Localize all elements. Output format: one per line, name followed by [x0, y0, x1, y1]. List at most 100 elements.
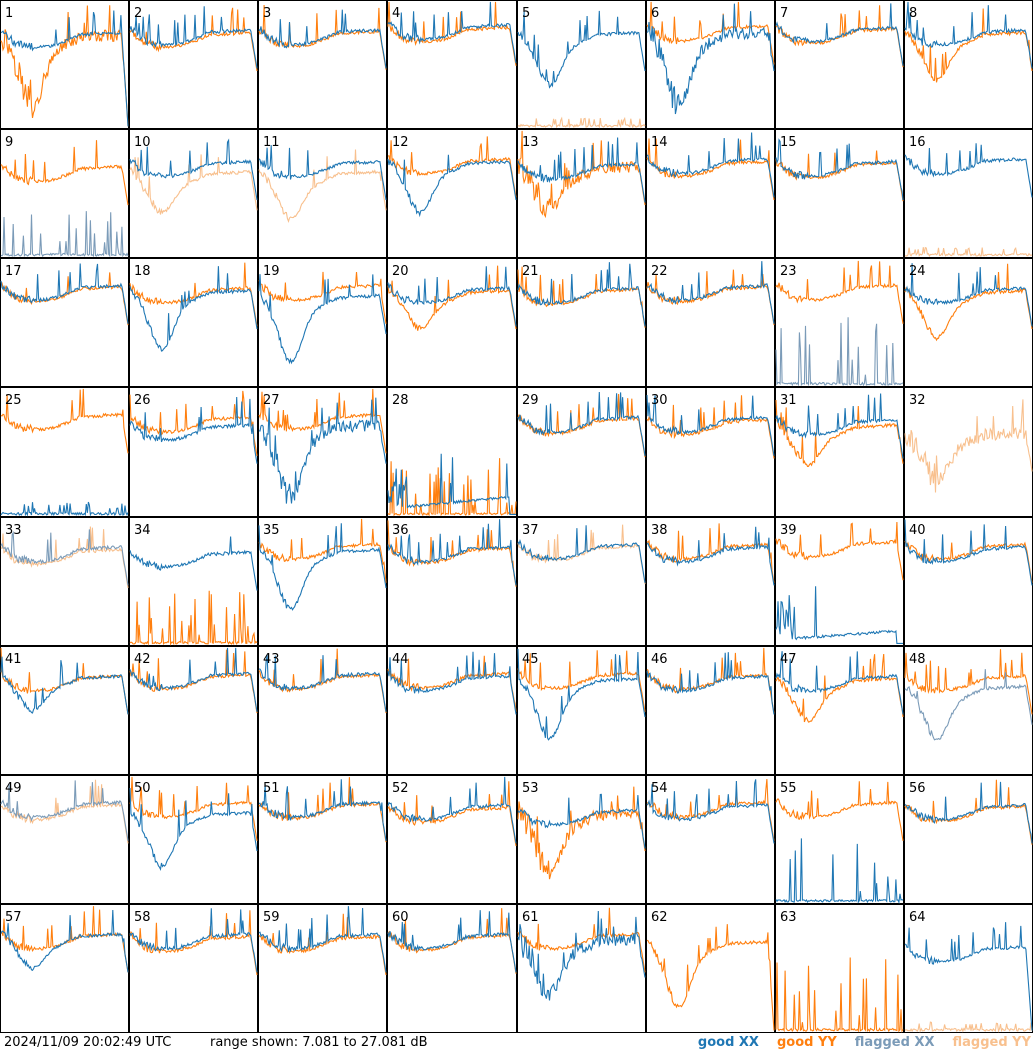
panel-label: 25: [5, 393, 22, 408]
panel-frame: [129, 775, 258, 904]
spectrum-xx-line: [258, 654, 387, 712]
panel-label: 52: [392, 781, 409, 796]
spectrum-yy-line: [517, 116, 646, 129]
panel-label: 5: [522, 6, 530, 21]
panel-label: 36: [392, 523, 409, 538]
antenna-panel-45: 45: [517, 646, 646, 775]
antenna-panel-51: 51: [258, 775, 387, 904]
panel-frame: [387, 129, 517, 258]
spectrum-yy-line: [517, 130, 646, 219]
spectrum-xx-line: [517, 525, 646, 583]
spectrum-xx-line: [775, 393, 904, 459]
spectrum-yy-line: [775, 653, 904, 723]
panel-label: 32: [909, 393, 926, 408]
spectrum-xx-line: [258, 779, 387, 841]
spectrum-xx-line: [775, 651, 904, 715]
panel-label: 13: [522, 135, 539, 150]
antenna-panel-13: 13: [517, 129, 646, 258]
panel-label: 28: [392, 393, 409, 408]
spectrum-xx-line: [0, 780, 129, 841]
antenna-panel-10: 10: [129, 129, 258, 258]
spectrum-yy-line: [129, 910, 258, 976]
panel-label: 62: [651, 910, 668, 925]
antenna-panel-27: 27: [258, 387, 387, 517]
panel-frame: [775, 775, 904, 904]
panel-frame: [0, 904, 129, 1033]
panel-label: 17: [5, 264, 22, 279]
spectrum-yy-line: [387, 655, 517, 712]
panel-frame: [0, 129, 129, 258]
antenna-panel-61: 61: [517, 904, 646, 1033]
panel-label: 30: [651, 393, 668, 408]
spectrum-xx-line: [129, 908, 258, 973]
panel-label: 31: [780, 393, 797, 408]
panel-label: 56: [909, 781, 926, 796]
panel-label: 22: [651, 264, 668, 279]
antenna-panel-53: 53: [517, 775, 646, 904]
spectrum-xx-line: [129, 536, 258, 591]
spectrum-yy-line: [904, 399, 1033, 493]
panel-label: 9: [5, 135, 13, 150]
range-text: range shown: 7.081 to 27.081 dB: [210, 1035, 428, 1050]
antenna-panel-55: 55: [775, 775, 904, 905]
spectrum-xx-line: [129, 647, 258, 712]
antenna-panel-30: 30: [646, 387, 775, 517]
panel-label: 60: [392, 910, 409, 925]
spectrum-yy-line: [258, 271, 387, 324]
legend-pol: XX: [738, 1035, 759, 1050]
panel-label: 2: [134, 6, 142, 21]
antenna-panel-21: 21: [517, 258, 646, 387]
spectrum-xx-line: [387, 453, 516, 515]
spectrum-yy-line: [258, 777, 387, 843]
panel-frame: [646, 258, 775, 387]
panel-frame: [904, 0, 1033, 129]
legend-pol: YY: [1012, 1035, 1031, 1050]
antenna-panel-41: 41: [0, 646, 129, 775]
spectrum-yy-line: [0, 140, 129, 206]
panel-frame: [775, 0, 904, 129]
spectrum-yy-line: [387, 781, 517, 847]
panel-label: 61: [522, 910, 539, 925]
panel-frame: [129, 904, 258, 1033]
spectrum-xx-line: [387, 519, 517, 586]
spectrum-xx-line: [387, 1, 517, 64]
panel-label: 20: [392, 264, 409, 279]
spectrum-yy-line: [387, 265, 517, 331]
panel-frame: [904, 129, 1033, 258]
legend: good XX good YY flagged XX flagged YY: [680, 1033, 1031, 1053]
spectrum-yy-line: [775, 781, 904, 841]
spectrum-xx-line: [904, 519, 1033, 586]
spectrum-xx-line: [646, 261, 775, 324]
antenna-panel-50: 50: [129, 775, 258, 904]
panel-label: 23: [780, 264, 797, 279]
panel-label: 43: [263, 652, 280, 667]
spectrum-xx-line: [646, 394, 775, 456]
spectrum-yy-line: [517, 786, 646, 880]
panel-label: 14: [651, 135, 668, 150]
spectrum-xx-line: [517, 910, 646, 1001]
legend-label: good: [776, 1035, 818, 1050]
spectrum-xx-line: [258, 906, 387, 973]
spectrum-yy-line: [904, 1021, 1033, 1033]
panel-frame: [0, 646, 129, 775]
antenna-panel-2: 2: [129, 0, 258, 129]
panel-frame: [646, 775, 775, 904]
antenna-panel-25: 25: [0, 387, 129, 517]
panel-label: 21: [522, 264, 539, 279]
antenna-panel-46: 46: [646, 646, 775, 775]
antenna-panel-43: 43: [258, 646, 387, 775]
spectrum-xx-line: [129, 138, 258, 201]
spectrum-xx-line: [0, 501, 129, 517]
spectrum-yy-line: [775, 957, 904, 1033]
spectrum-xx-line: [0, 529, 129, 586]
antenna-panel-1: 1: [0, 0, 129, 129]
panel-label: 15: [780, 135, 797, 150]
antenna-panel-16: 16: [904, 129, 1033, 258]
spectrum-xx-line: [0, 656, 129, 715]
spectrum-yy-line: [775, 399, 904, 467]
panel-frame: [0, 775, 129, 904]
spectrum-yy-line: [646, 924, 775, 1031]
panel-frame: [258, 904, 387, 1033]
